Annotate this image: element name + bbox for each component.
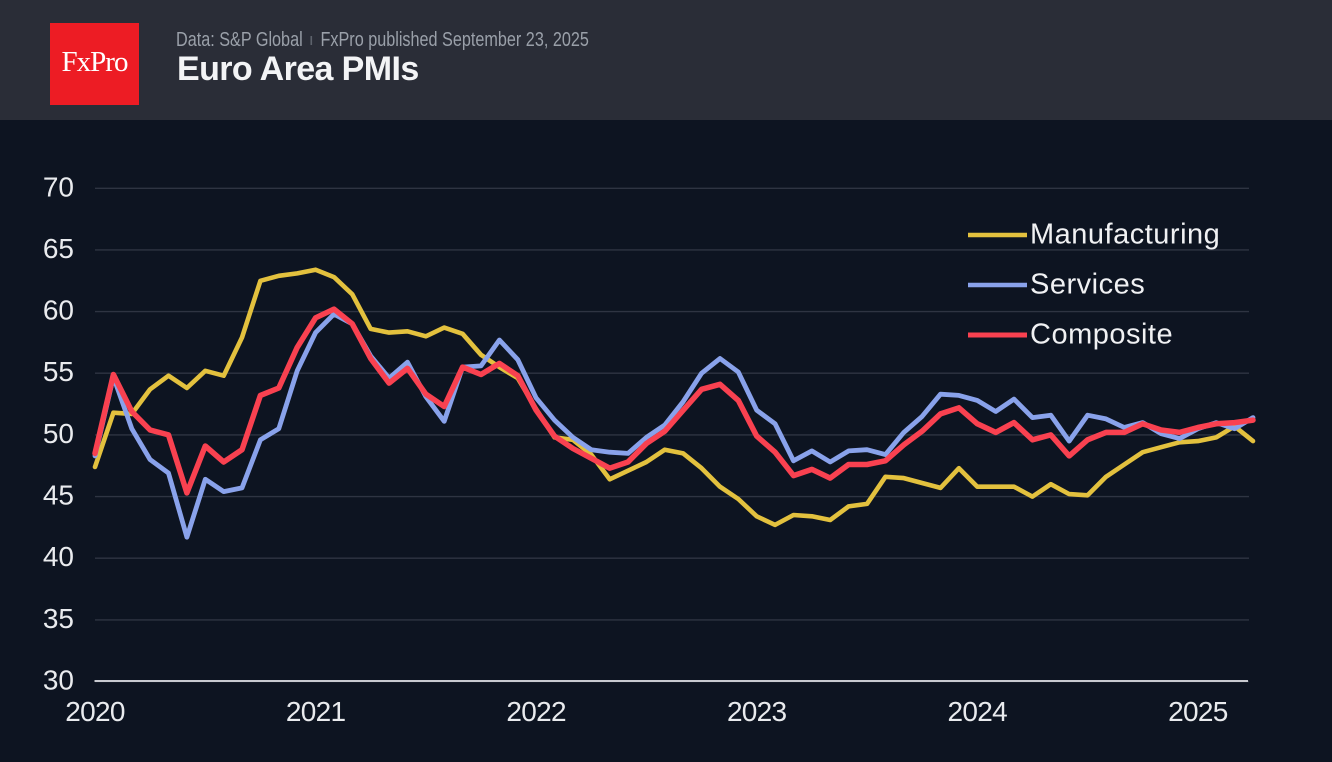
svg-text:2020: 2020 <box>65 696 125 727</box>
svg-text:45: 45 <box>43 480 74 511</box>
svg-text:2021: 2021 <box>286 696 346 727</box>
svg-text:2025: 2025 <box>1168 696 1228 727</box>
svg-text:40: 40 <box>43 541 74 572</box>
svg-text:60: 60 <box>43 295 74 326</box>
svg-text:35: 35 <box>43 603 74 634</box>
svg-text:Manufacturing: Manufacturing <box>1030 219 1220 251</box>
svg-text:50: 50 <box>43 418 74 449</box>
svg-text:30: 30 <box>43 665 74 696</box>
svg-text:2023: 2023 <box>727 696 787 727</box>
svg-text:65: 65 <box>43 233 74 264</box>
svg-text:Composite: Composite <box>1030 319 1173 351</box>
svg-text:Services: Services <box>1030 269 1145 301</box>
svg-text:55: 55 <box>43 356 74 387</box>
svg-text:70: 70 <box>43 171 74 202</box>
svg-text:2022: 2022 <box>506 696 566 727</box>
svg-text:2024: 2024 <box>948 696 1008 727</box>
